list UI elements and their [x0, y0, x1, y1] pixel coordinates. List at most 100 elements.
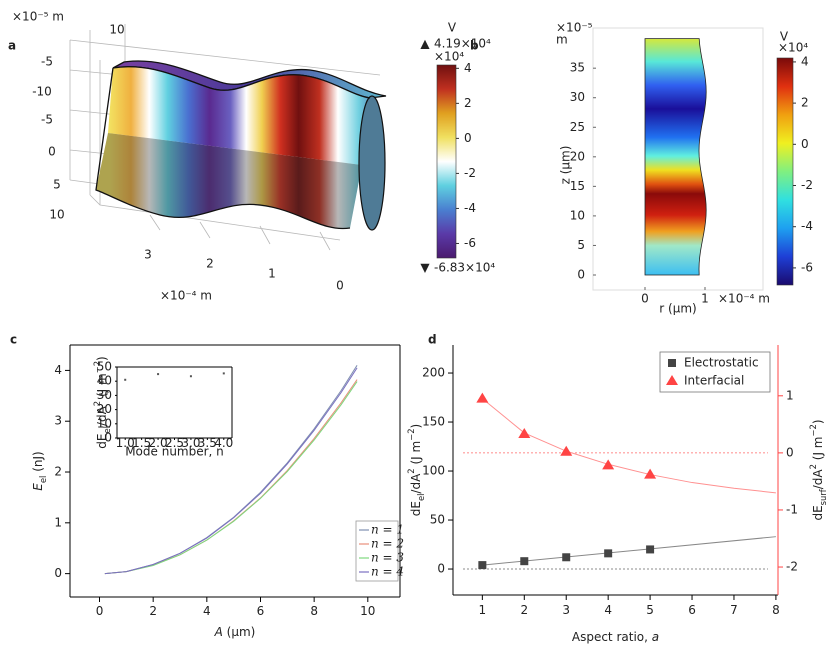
y-tick-label: 15 — [570, 179, 585, 193]
inset-y-label-part: 2 — [92, 401, 102, 406]
point — [646, 545, 655, 554]
axis-tick-label: 5 — [53, 178, 61, 192]
x-tick-label: 4 — [604, 603, 612, 617]
y-axis-label-part: E — [31, 483, 45, 491]
colorbar — [436, 64, 457, 259]
field — [644, 38, 707, 276]
y-tick-label: 30 — [570, 90, 585, 104]
colorbar-tick-label: -2 — [464, 166, 476, 180]
line — [104, 367, 358, 575]
legend-box — [659, 351, 771, 393]
x-unit: ×10⁻⁴ m — [718, 292, 770, 306]
axis-unit: ×10⁻⁴ m — [160, 289, 212, 303]
x-tick-label: 2 — [520, 603, 528, 617]
legend-label: n = 1 — [371, 523, 404, 537]
x-tick-label: 1.5 — [132, 436, 151, 450]
point — [602, 459, 615, 470]
y-axis-label-part: 2 — [406, 468, 416, 473]
inset-y-label-part: ) — [95, 356, 109, 361]
y2-tick-label: -2 — [786, 560, 798, 574]
axis-unit: ×10⁻⁵ m — [12, 10, 64, 24]
legend-marker — [668, 359, 676, 367]
y-tick-label: 150 — [422, 415, 445, 429]
colorbar-multiplier: ×10⁴ — [434, 50, 464, 64]
colorbar-multiplier: ×10⁴ — [778, 41, 808, 55]
y-tick-label: 35 — [570, 61, 585, 75]
y-axis-label-part: (nJ) — [31, 451, 45, 475]
x-tick-label: 8 — [310, 604, 318, 618]
line — [104, 381, 358, 575]
surface-shade — [96, 133, 362, 229]
y-axis-label-part: el — [416, 494, 426, 501]
y-tick-label: 3 — [54, 414, 62, 428]
axis-tick-label: 2 — [206, 257, 214, 271]
y-tick-label: 50 — [430, 513, 445, 527]
inset-y-label-part: −2 — [92, 361, 102, 373]
point — [520, 557, 529, 566]
point — [476, 392, 489, 403]
x-tick-label: 0 — [96, 604, 104, 618]
y-tick-label: 50 — [97, 360, 112, 374]
point — [562, 553, 571, 562]
colorbar-tick-label: 0 — [464, 131, 472, 145]
colorbar-tick-label: 2 — [464, 96, 472, 110]
y2-axis-label-part: dE — [811, 505, 825, 520]
x-axis-label-part: a — [652, 630, 659, 644]
axis-tick-label: 10 — [109, 23, 124, 37]
legend-label: Electrostatic — [684, 356, 759, 370]
colorbar-tick-label: -4 — [801, 219, 813, 233]
x-tick-label: 3.5 — [198, 436, 217, 450]
colorbar-tick-label: 4 — [801, 54, 809, 68]
y-tick-label: 25 — [570, 120, 585, 134]
panel-label: c — [10, 333, 17, 347]
y-tick-label: 100 — [422, 464, 445, 478]
y-axis-label: z (μm) — [559, 146, 573, 185]
colorbar-tick-label: 4 — [464, 61, 472, 75]
colorbar-tick-label: 2 — [801, 96, 809, 110]
panel-label: b — [470, 39, 479, 53]
y-tick-label: 30 — [97, 388, 112, 402]
inset-background — [97, 363, 238, 458]
y-axis-label-part: el — [38, 476, 48, 483]
x-tick-label: 3.0 — [181, 436, 200, 450]
y-axis-label-part: (J m — [409, 441, 423, 469]
x-tick-label: 1 — [479, 603, 487, 617]
x-tick-label: 7 — [730, 603, 738, 617]
x-tick-label: 4 — [203, 604, 211, 618]
y-tick-label: 0 — [437, 562, 445, 576]
y-axis-label: Eel (nJ) — [31, 451, 48, 490]
axis-tick-label: 0 — [48, 145, 56, 159]
y-tick-label: 0 — [54, 566, 62, 580]
colorbar-max-label: 4.19×10⁴ — [434, 37, 491, 51]
y-unit: ×10⁻⁵ — [556, 21, 593, 35]
point — [604, 549, 613, 558]
colorbar-tick-label: -6 — [464, 236, 476, 250]
x-axis-label-part: Aspect ratio, — [572, 630, 652, 644]
colorbar-tick-label: 0 — [801, 137, 809, 151]
x-tick-label: 10 — [360, 604, 375, 618]
x-axis-label: Aspect ratio, a — [572, 630, 659, 644]
x-tick-label: 5 — [646, 603, 654, 617]
x-tick-label: 3 — [562, 603, 570, 617]
inset-y-label: dEel/dA2 (J m−2) — [92, 356, 112, 449]
y2-tick-label: 0 — [786, 445, 794, 459]
x-tick-label: 2.0 — [149, 436, 168, 450]
inset-y-label-part: (J m — [95, 373, 109, 401]
min-marker: ▼ — [420, 261, 430, 275]
y2-axis-label-part: /dA — [811, 469, 825, 490]
surface-front-lower — [96, 133, 362, 229]
inset-y-label-part: dE — [95, 434, 109, 449]
max-marker: ▲ — [420, 37, 430, 51]
axis-tick-label: -5 — [41, 113, 53, 127]
y-axis-label-part: dE — [409, 501, 423, 516]
colorbar-unit: V — [448, 21, 457, 35]
x-axis-label-part: (μm) — [223, 625, 256, 639]
y-tick-label: 10 — [570, 208, 585, 222]
y-axis-label-part: ) — [409, 424, 423, 429]
inset-y-label-part: /dA — [95, 405, 109, 426]
surface-end-cap — [358, 95, 386, 231]
y2-axis-label-part: −2 — [808, 424, 818, 436]
x-tick-label: 6 — [257, 604, 265, 618]
legend-box — [355, 520, 399, 582]
inset-y-label-part: el — [102, 426, 112, 433]
